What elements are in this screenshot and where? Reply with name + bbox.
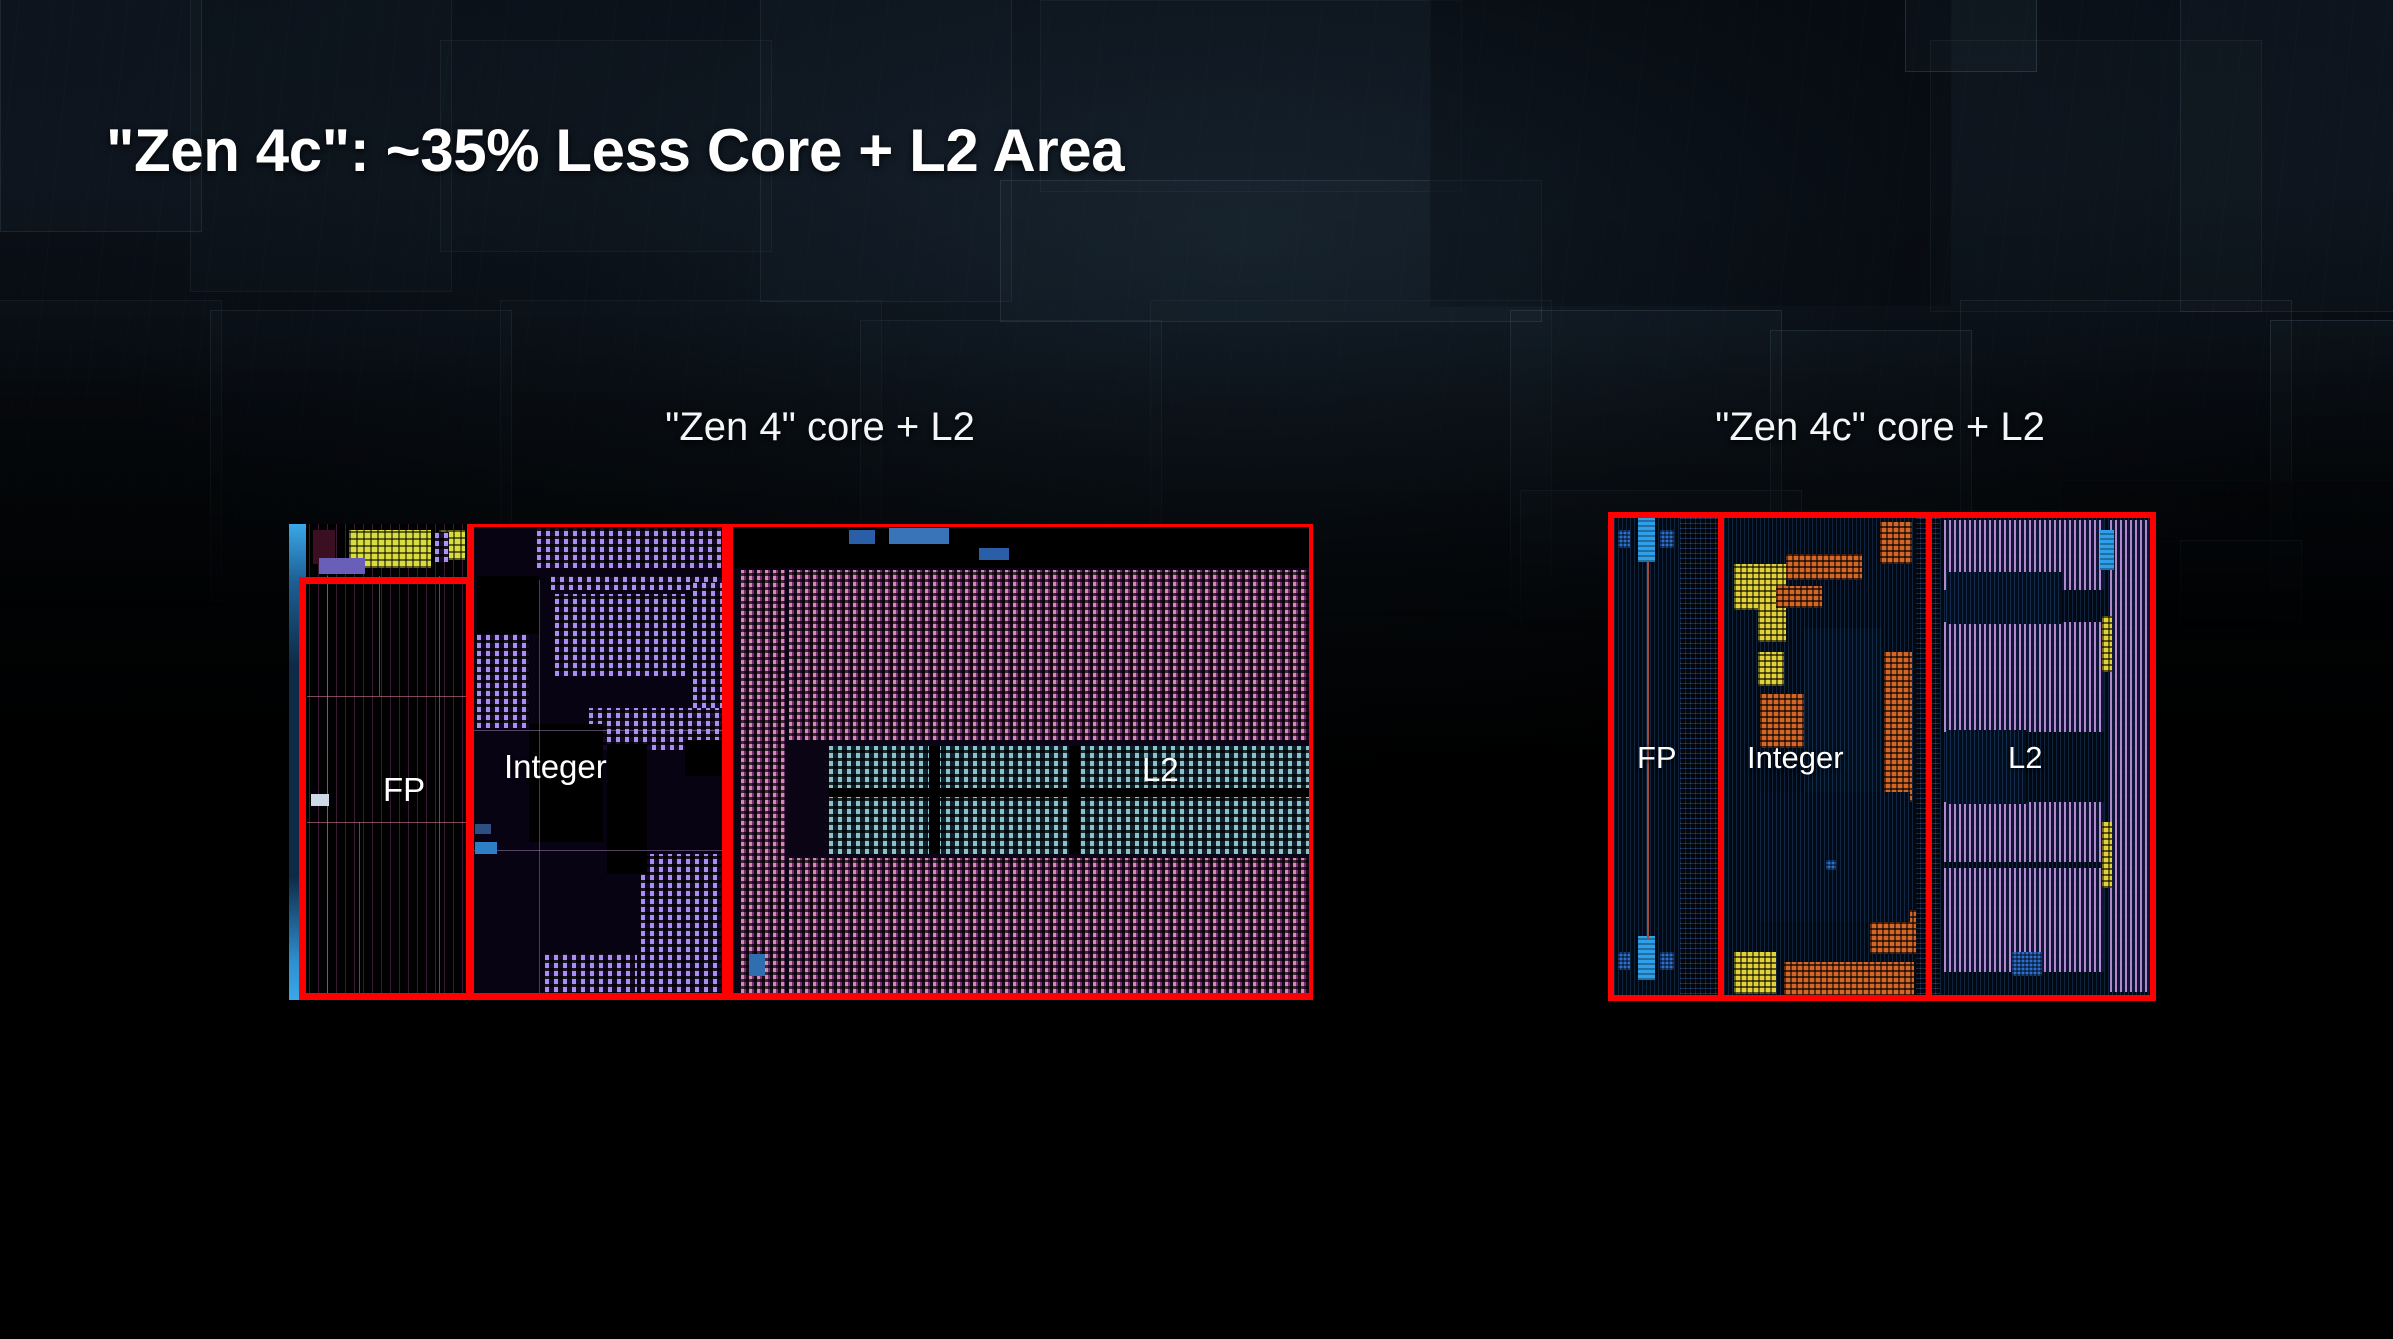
zen4c-int-orange-e	[1884, 652, 1912, 802]
caption-zen4: "Zen 4" core + L2	[665, 405, 975, 449]
zen4-l2-sram-left	[741, 570, 785, 1000]
zen4c-int-orange-g	[1784, 962, 1914, 996]
zen4-int-array-bottom2	[545, 954, 637, 1000]
zen4-int-marker-b	[475, 842, 497, 854]
zen4c-int-orange-a	[1786, 554, 1862, 580]
zen4-int-array-right	[693, 582, 725, 732]
zen4c-fp-cyan-top	[1638, 518, 1655, 562]
zen4c-int-orange-d	[1880, 522, 1912, 564]
zen4-left-io-strip	[289, 524, 306, 1000]
zen4c-die-shot: FP Integer L2	[1608, 512, 2156, 1001]
zen4-int-array-top	[537, 528, 723, 568]
page-title: "Zen 4c": ~35% Less Core + L2 Area	[106, 117, 1125, 184]
zen4c-l2-sram-c	[1944, 802, 2104, 862]
zen4-l2-marker-d	[749, 954, 765, 976]
zen4-int-array-left	[477, 632, 529, 728]
zen4c-fp-blue-a	[1618, 530, 1630, 548]
zen4c-l2-yellow-a	[2102, 616, 2112, 672]
zen4c-int-yellow-c	[1758, 652, 1784, 686]
zen4-int-marker-a	[475, 824, 491, 834]
zen4-int-array-thin	[551, 576, 723, 590]
zen4c-l2-marker	[2012, 952, 2042, 976]
zen4c-l2-ctrl-a	[1946, 572, 2062, 624]
zen4c-int-yellow-b	[1758, 608, 1786, 642]
zen4c-fp-blue-c	[1618, 952, 1630, 970]
zen4-die-shot: FP Integer L2	[289, 524, 1313, 1000]
zen4c-fp-blue-d	[1660, 952, 1674, 970]
zen4c-l2-sram-edge	[2110, 520, 2150, 992]
zen4c-l2-sram-b	[1944, 622, 2104, 732]
zen4c-fp-blue-b	[1660, 530, 1674, 548]
zen4c-int-yellow-d	[1734, 952, 1776, 994]
zen4c-l2-ctrl-b	[1946, 730, 2026, 804]
zen4c-l2-yellow-b	[2102, 822, 2112, 888]
zen4c-l2-cyan-a	[2100, 530, 2114, 570]
zen4-l2-sram-top	[789, 570, 1313, 740]
zen4-fp-violet-strip	[435, 532, 449, 562]
zen4-l2-marker-a	[849, 530, 875, 544]
zen4c-fp-seam	[1647, 562, 1649, 940]
zen4c-fp-cyan-bottom	[1638, 936, 1655, 980]
caption-zen4c: "Zen 4c" core + L2	[1715, 405, 2045, 449]
zen4-l2-sram-bottom	[789, 858, 1313, 1000]
zen4-int-array-mid	[555, 594, 685, 676]
zen4c-int-orange-b	[1776, 586, 1822, 608]
zen4-fp-mid-block	[319, 558, 365, 574]
zen4-fp-marker	[311, 794, 329, 806]
zen4-fp-top-block	[313, 530, 335, 564]
zen4c-int-lower-block	[1760, 792, 1910, 922]
zen4-l2-marker-b	[889, 528, 949, 544]
zen4c-int-core-block	[1804, 628, 1882, 808]
zen4-l2-marker-c	[979, 548, 1009, 560]
zen4c-int-marker	[1826, 860, 1836, 870]
zen4-int-array-bottom	[641, 854, 725, 1000]
zen4-fp-fabric	[305, 524, 467, 1000]
